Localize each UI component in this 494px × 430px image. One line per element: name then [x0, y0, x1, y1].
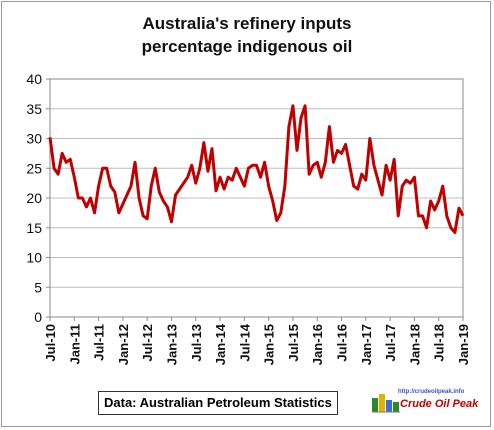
series-line	[48, 104, 465, 235]
x-axis: Jul-10 Jan-11 Jul-11 Jan-12 Jul-12 Jan-13 Jul-…	[43, 317, 471, 365]
x-tick-label: Jul-17	[383, 324, 398, 362]
y-tick-label: 10	[26, 250, 42, 266]
y-tick-label: 20	[26, 190, 42, 206]
y-tick-label: 25	[26, 160, 42, 176]
x-tick-label: Jan-17	[359, 324, 374, 365]
x-tick-label: Jul-13	[189, 324, 204, 362]
x-tick-label: Jan-11	[67, 324, 82, 364]
x-tick-label: Jan-15	[262, 324, 277, 365]
x-tick-label: Jul-11	[92, 324, 107, 361]
x-tick-label: Jul-10	[43, 324, 58, 362]
x-tick-label: Jul-14	[237, 323, 252, 361]
chart-title-line2: percentage indigenous oil	[141, 37, 353, 56]
x-tick-label: Jul-18	[432, 324, 447, 362]
crude-oil-peak-logo-icon	[372, 394, 400, 413]
x-tick-label: Jan-19	[456, 324, 471, 365]
y-tick-label: 35	[26, 101, 42, 117]
y-axis: 0 5 10 15 20 25 30 35 40	[26, 71, 50, 325]
x-tick-label: Jan-18	[407, 324, 422, 365]
chart-title-line1: Australia's refinery inputs	[142, 14, 352, 33]
y-tick-label: 30	[26, 131, 42, 147]
logo-name: Crude Oil Peak	[400, 398, 479, 410]
y-tick-label: 40	[26, 71, 42, 87]
x-tick-label: Jul-12	[140, 324, 155, 362]
x-tick-label: Jul-16	[335, 324, 350, 362]
chart-title: Australia's refinery inputs percentage i…	[0, 12, 494, 58]
x-tick-label: Jan-16	[310, 324, 325, 365]
y-tick-label: 0	[34, 309, 42, 325]
x-tick-label: Jan-12	[116, 324, 131, 365]
y-tick-label: 5	[34, 279, 42, 295]
x-tick-label: Jul-15	[286, 324, 301, 362]
y-tick-label: 15	[26, 220, 42, 236]
logo-url: http://crudeoilpeak.info	[398, 389, 465, 395]
x-tick-label: Jan-13	[164, 324, 179, 365]
x-tick-label: Jan-14	[213, 323, 228, 365]
source-note: Data: Australian Petroleum Statistics	[98, 391, 338, 415]
series-layer	[48, 104, 465, 235]
